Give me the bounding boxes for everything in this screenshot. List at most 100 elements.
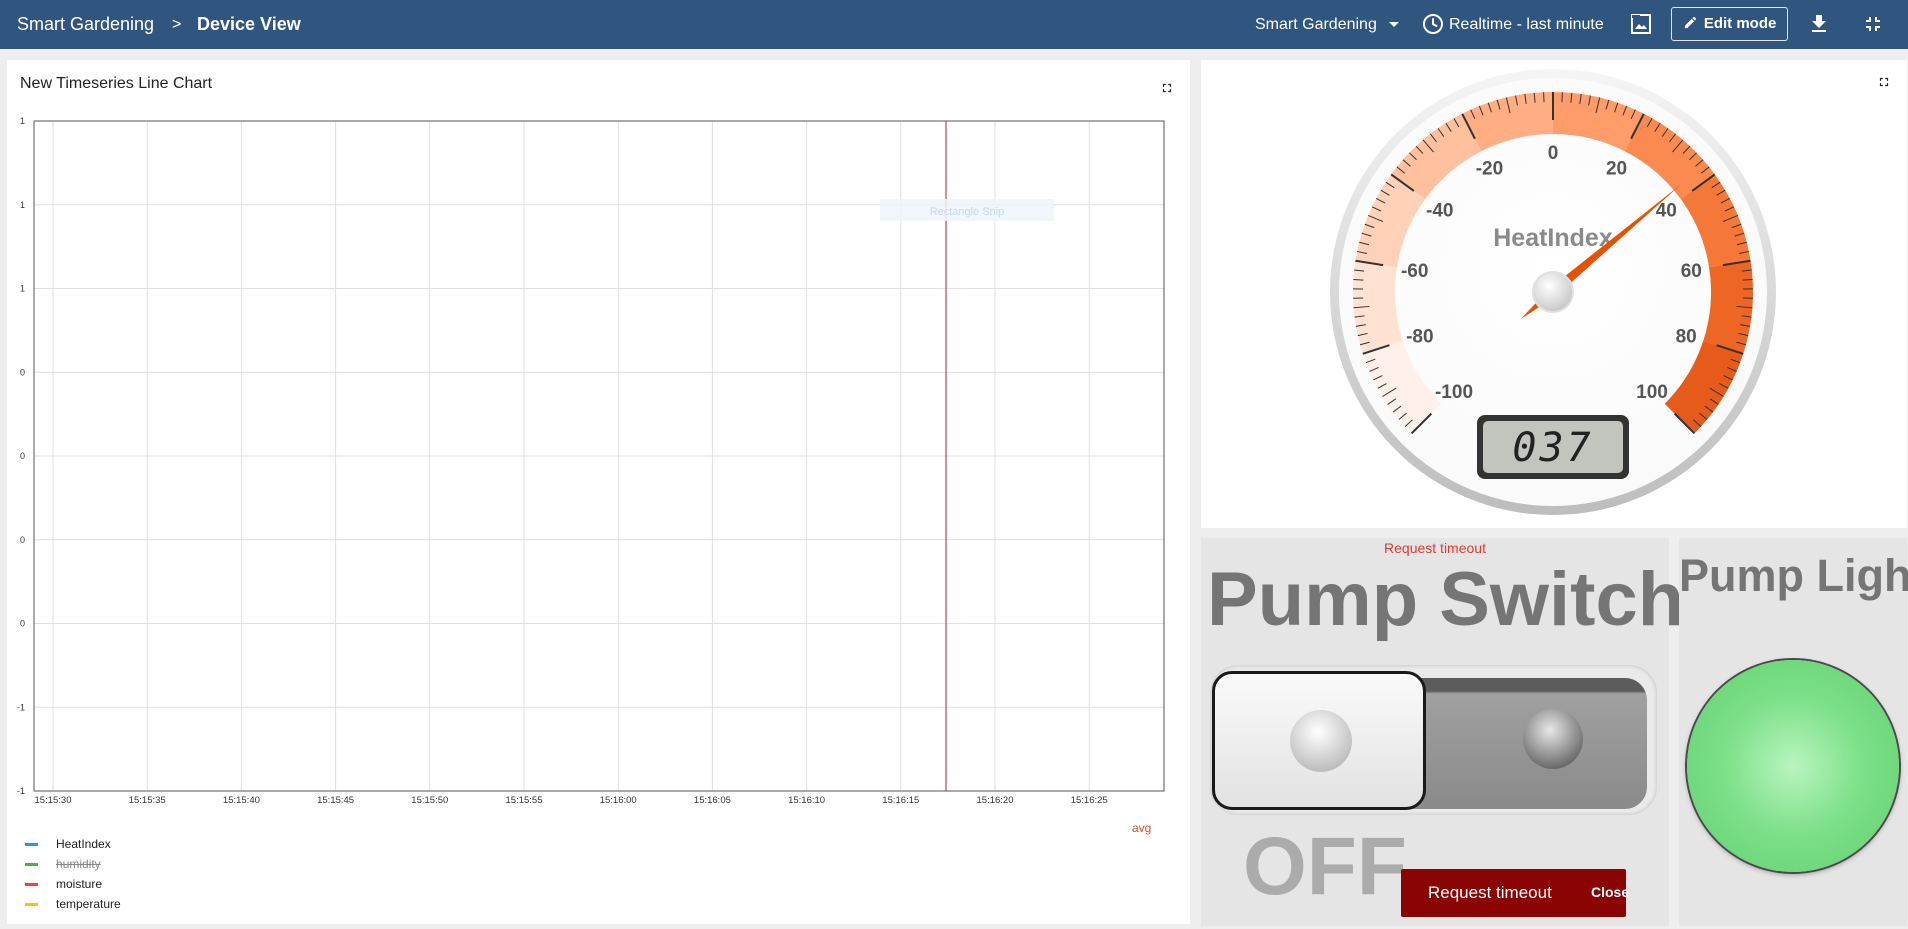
toast-close-button[interactable]: Close	[1591, 884, 1630, 900]
gauge-tick	[1693, 419, 1702, 427]
gauge-tick	[1691, 173, 1716, 192]
gauge-tick-label: 20	[1606, 158, 1627, 179]
legend-item[interactable]: moisture	[25, 874, 102, 894]
gauge-tick	[1736, 341, 1747, 346]
download-icon[interactable]	[1807, 12, 1831, 36]
gauge-tick	[1377, 383, 1387, 389]
pump-light-card: Pump Light	[1679, 538, 1908, 926]
breadcrumb-separator: >	[172, 16, 182, 33]
x-tick-label: 15:16:15	[882, 795, 919, 806]
x-tick-label: 15:15:45	[317, 795, 354, 806]
gauge-color-band	[1353, 260, 1403, 354]
gauge-tick	[1496, 99, 1501, 110]
toggle-off-knob	[1523, 709, 1583, 769]
gauge-tick	[1742, 278, 1753, 281]
gauge-tick	[1689, 152, 1697, 161]
edit-mode-label: Edit mode	[1703, 15, 1777, 32]
gauge-tick	[1524, 93, 1527, 104]
gauge-tick	[1354, 269, 1365, 272]
gauge-tick	[1709, 387, 1724, 397]
legend-label: HeatIndex	[56, 837, 111, 851]
gauge-color-band	[1355, 174, 1426, 268]
heatindex-gauge: -100 -80 -60 -40 -20 0 20 40 60 80 100 HeatIndex 0…	[1330, 69, 1776, 515]
exit-fullscreen-icon[interactable]	[1861, 12, 1885, 36]
gauge-tick	[1369, 366, 1379, 372]
gauge-tick	[1382, 387, 1397, 397]
gauge-tick	[1353, 305, 1370, 309]
fullscreen-icon[interactable]	[1160, 81, 1174, 95]
gauge-tick	[1736, 241, 1747, 246]
legend-label: temperature	[56, 897, 121, 911]
toggle-handle[interactable]	[1212, 671, 1426, 810]
gauge-tick	[1740, 324, 1751, 327]
gauge-tick	[1387, 398, 1397, 405]
gauge-tick	[1722, 215, 1738, 223]
y-tick-label: 0	[20, 367, 25, 377]
x-tick-label: 15:16:25	[1071, 795, 1108, 806]
gauge-tick	[1672, 139, 1684, 153]
pump-light-title: Pump Light	[1679, 550, 1908, 601]
gauge-tick	[1734, 232, 1745, 237]
gauge-tick	[1430, 133, 1437, 143]
gauge-tick	[1700, 166, 1710, 174]
breadcrumb-root[interactable]: Smart Gardening	[17, 14, 155, 34]
gauge-tick	[1410, 412, 1433, 435]
gauge-tick	[1398, 412, 1407, 420]
pump-toggle-switch[interactable]	[1210, 665, 1657, 815]
gauge-tick	[1736, 305, 1753, 309]
gauge-tick	[1731, 223, 1742, 229]
fullscreen-icon[interactable]	[1877, 75, 1891, 89]
gauge-tick	[1723, 375, 1733, 381]
x-tick-label: 15:16:10	[788, 795, 825, 806]
gauge-tick	[1722, 259, 1751, 267]
gauge-tick	[1371, 206, 1382, 212]
pump-light-led	[1687, 660, 1899, 872]
gauge-tick	[1630, 113, 1645, 140]
gauge-tick	[1673, 412, 1696, 435]
gauge-tick	[1695, 159, 1704, 167]
image-export-icon[interactable]	[1629, 12, 1653, 36]
gauge-tick	[1390, 173, 1415, 192]
legend-swatch	[25, 903, 38, 907]
gauge-tick	[1364, 223, 1375, 229]
plot-frame	[33, 120, 1165, 792]
legend-swatch	[25, 883, 38, 887]
gauge-tick	[1719, 383, 1729, 389]
gauge-tick	[1362, 344, 1390, 355]
legend-label: humidity	[56, 857, 101, 871]
x-tick-label: 15:15:35	[129, 795, 166, 806]
gauge-tick	[1738, 332, 1749, 337]
gauge-tick	[1727, 366, 1737, 372]
x-tick-label: 15:15:30	[35, 795, 72, 806]
gauge-tick-label: -40	[1426, 201, 1453, 222]
gauge-tick	[1533, 92, 1536, 103]
edit-mode-button[interactable]: Edit mode	[1671, 7, 1788, 41]
gauge-color-band	[1391, 113, 1482, 200]
gauge-tick	[1359, 341, 1370, 346]
x-tick-label: 15:16:05	[694, 795, 731, 806]
gauge-tick	[1353, 278, 1364, 281]
legend-item[interactable]: humidity	[25, 854, 101, 874]
x-tick-label: 15:15:40	[223, 795, 260, 806]
gauge-tick	[1396, 166, 1406, 174]
gauge-tick	[1355, 324, 1366, 327]
y-tick-label: 1	[20, 284, 25, 294]
timeseries-chart-card: New Timeseries Line Chart Rectangle Snip…	[7, 60, 1190, 924]
y-tick-label: -1	[17, 786, 25, 796]
gauge-tick	[1699, 412, 1708, 420]
gauge-tick	[1669, 133, 1676, 143]
gauge-tick	[1361, 232, 1372, 237]
x-tick-label: 15:16:00	[600, 795, 637, 806]
gauge-tick	[1724, 206, 1735, 212]
legend-item[interactable]: temperature	[25, 894, 121, 914]
gauge-tick	[1355, 259, 1384, 267]
clock-icon	[1423, 14, 1443, 34]
gauge-tick	[1470, 109, 1476, 120]
gauge-tick	[1595, 97, 1601, 114]
gauge-tick	[1605, 99, 1610, 110]
legend-item[interactable]: HeatIndex	[25, 834, 111, 854]
gauge-tick	[1630, 109, 1636, 120]
switch-status-text: Request timeout	[1384, 540, 1486, 556]
gauge-tick	[1654, 122, 1661, 132]
toggle-handle-knob	[1290, 710, 1352, 772]
